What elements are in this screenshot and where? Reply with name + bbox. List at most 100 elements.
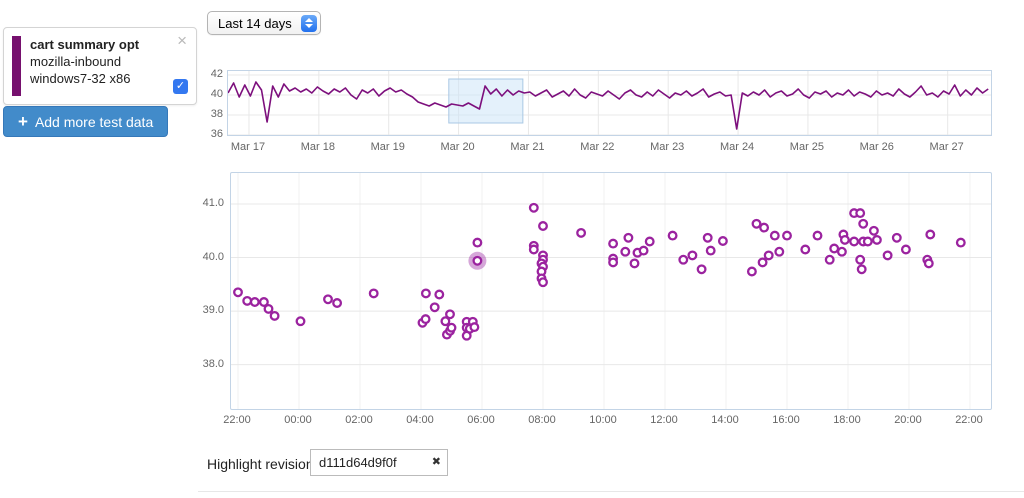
scatter-point[interactable] [620, 246, 631, 257]
scatter-point[interactable] [696, 264, 707, 275]
scatter-point[interactable] [858, 218, 869, 229]
overview-selection-region[interactable] [448, 78, 524, 124]
scatter-point[interactable] [856, 264, 867, 275]
scatter-point[interactable] [445, 309, 455, 320]
overview-x-tick-label: Mar 19 [370, 141, 405, 153]
scatter-point[interactable] [900, 244, 911, 255]
scatter-point[interactable] [576, 227, 587, 238]
scatter-point[interactable] [295, 316, 306, 327]
overview-y-tick-label: 40 [210, 88, 223, 100]
scatter-point[interactable] [702, 232, 713, 243]
scatter-point[interactable] [868, 225, 879, 236]
scatter-point[interactable] [608, 257, 619, 268]
scatter-point[interactable] [528, 244, 539, 255]
scatter-point[interactable] [800, 244, 811, 255]
scatter-point[interactable] [705, 245, 716, 256]
overview-series-line [228, 81, 989, 130]
scatter-point[interactable] [759, 222, 770, 233]
highlighted-scatter-point[interactable] [472, 255, 483, 266]
plus-icon: + [18, 112, 28, 131]
scatter-point[interactable] [446, 322, 457, 333]
overview-x-tick-label: Mar 22 [580, 141, 615, 153]
detail-x-tick-label: 02:00 [345, 414, 373, 426]
scatter-point[interactable] [925, 229, 936, 240]
scatter-point[interactable] [849, 236, 860, 247]
detail-x-tick-label: 18:00 [833, 414, 861, 426]
scatter-point[interactable] [323, 294, 333, 305]
scatter-point[interactable] [420, 314, 431, 325]
detail-y-tick-label: 38.0 [202, 357, 224, 370]
scatter-point[interactable] [891, 232, 902, 243]
scatter-point[interactable] [538, 221, 548, 231]
scatter-point[interactable] [638, 245, 649, 256]
scatter-point[interactable] [332, 298, 343, 308]
detail-x-tick-label: 12:00 [650, 414, 678, 426]
scatter-point[interactable] [429, 302, 440, 313]
scatter-point[interactable] [824, 254, 835, 265]
scatter-point[interactable] [955, 237, 966, 248]
detail-x-tick-label: 08:00 [528, 414, 556, 426]
scatter-point[interactable] [608, 238, 619, 249]
close-icon[interactable]: × [177, 31, 187, 50]
scatter-point[interactable] [839, 234, 850, 245]
series-title: cart summary opt [30, 37, 140, 52]
scatter-point[interactable] [836, 246, 847, 257]
scatter-point[interactable] [434, 289, 445, 300]
overview-chart-canvas [228, 71, 991, 135]
scatter-point[interactable] [746, 266, 757, 277]
scatter-point[interactable] [717, 236, 728, 246]
scatter-point[interactable] [469, 322, 480, 333]
overview-x-tick-label: Mar 26 [859, 141, 894, 153]
scatter-point[interactable] [862, 236, 873, 247]
detail-y-tick-label: 39.0 [202, 304, 224, 317]
scatter-point[interactable] [782, 230, 792, 241]
scatter-point[interactable] [829, 243, 840, 254]
scatter-point[interactable] [871, 234, 882, 245]
scatter-point[interactable] [757, 257, 768, 268]
add-more-test-data-button[interactable]: + Add more test data [3, 106, 169, 137]
time-range-select[interactable]: Last 14 days [207, 11, 321, 35]
detail-x-tick-label: 20:00 [894, 414, 922, 426]
scatter-point[interactable] [440, 316, 451, 327]
scatter-point[interactable] [629, 258, 640, 269]
scatter-point[interactable] [420, 288, 431, 299]
clear-input-icon[interactable]: ✖ [431, 456, 441, 468]
scatter-point[interactable] [269, 310, 280, 321]
scatter-point[interactable] [368, 288, 379, 299]
add-button-label: Add more test data [34, 113, 154, 130]
detail-x-tick-label: 16:00 [772, 414, 800, 426]
scatter-point[interactable] [687, 250, 698, 261]
scatter-point[interactable] [812, 230, 823, 241]
overview-x-tick-label: Mar 27 [929, 141, 964, 153]
overview-x-tick-label: Mar 23 [650, 141, 685, 153]
scatter-point[interactable] [855, 208, 866, 219]
highlight-revision-input[interactable] [310, 449, 448, 476]
scatter-point[interactable] [258, 297, 269, 307]
scatter-point[interactable] [882, 250, 893, 261]
scatter-point[interactable] [763, 250, 774, 261]
overview-y-tick-label: 42 [210, 68, 223, 80]
scatter-point[interactable] [528, 202, 539, 213]
scatter-point[interactable] [472, 237, 483, 248]
scatter-point[interactable] [923, 258, 934, 269]
scatter-point[interactable] [644, 236, 655, 247]
scatter-point[interactable] [461, 330, 472, 341]
scatter-point[interactable] [623, 232, 634, 243]
scatter-point[interactable] [678, 254, 689, 265]
scatter-point[interactable] [538, 277, 548, 288]
scatter-point[interactable] [233, 287, 243, 298]
series-visible-checkbox[interactable]: ✓ [173, 79, 188, 94]
scatter-point[interactable] [769, 230, 780, 241]
detail-x-tick-label: 06:00 [467, 414, 495, 426]
scatter-point[interactable] [855, 254, 866, 265]
scatter-point[interactable] [242, 295, 253, 306]
scatter-point[interactable] [263, 303, 274, 314]
scatter-point[interactable] [751, 218, 762, 229]
detail-x-tick-label: 04:00 [406, 414, 434, 426]
detail-y-tick-label: 40.0 [202, 250, 224, 263]
scatter-point[interactable] [667, 230, 678, 241]
series-color-swatch [12, 36, 21, 96]
overview-chart [227, 70, 992, 136]
scatter-point[interactable] [774, 246, 785, 257]
scatter-point[interactable] [249, 297, 260, 307]
